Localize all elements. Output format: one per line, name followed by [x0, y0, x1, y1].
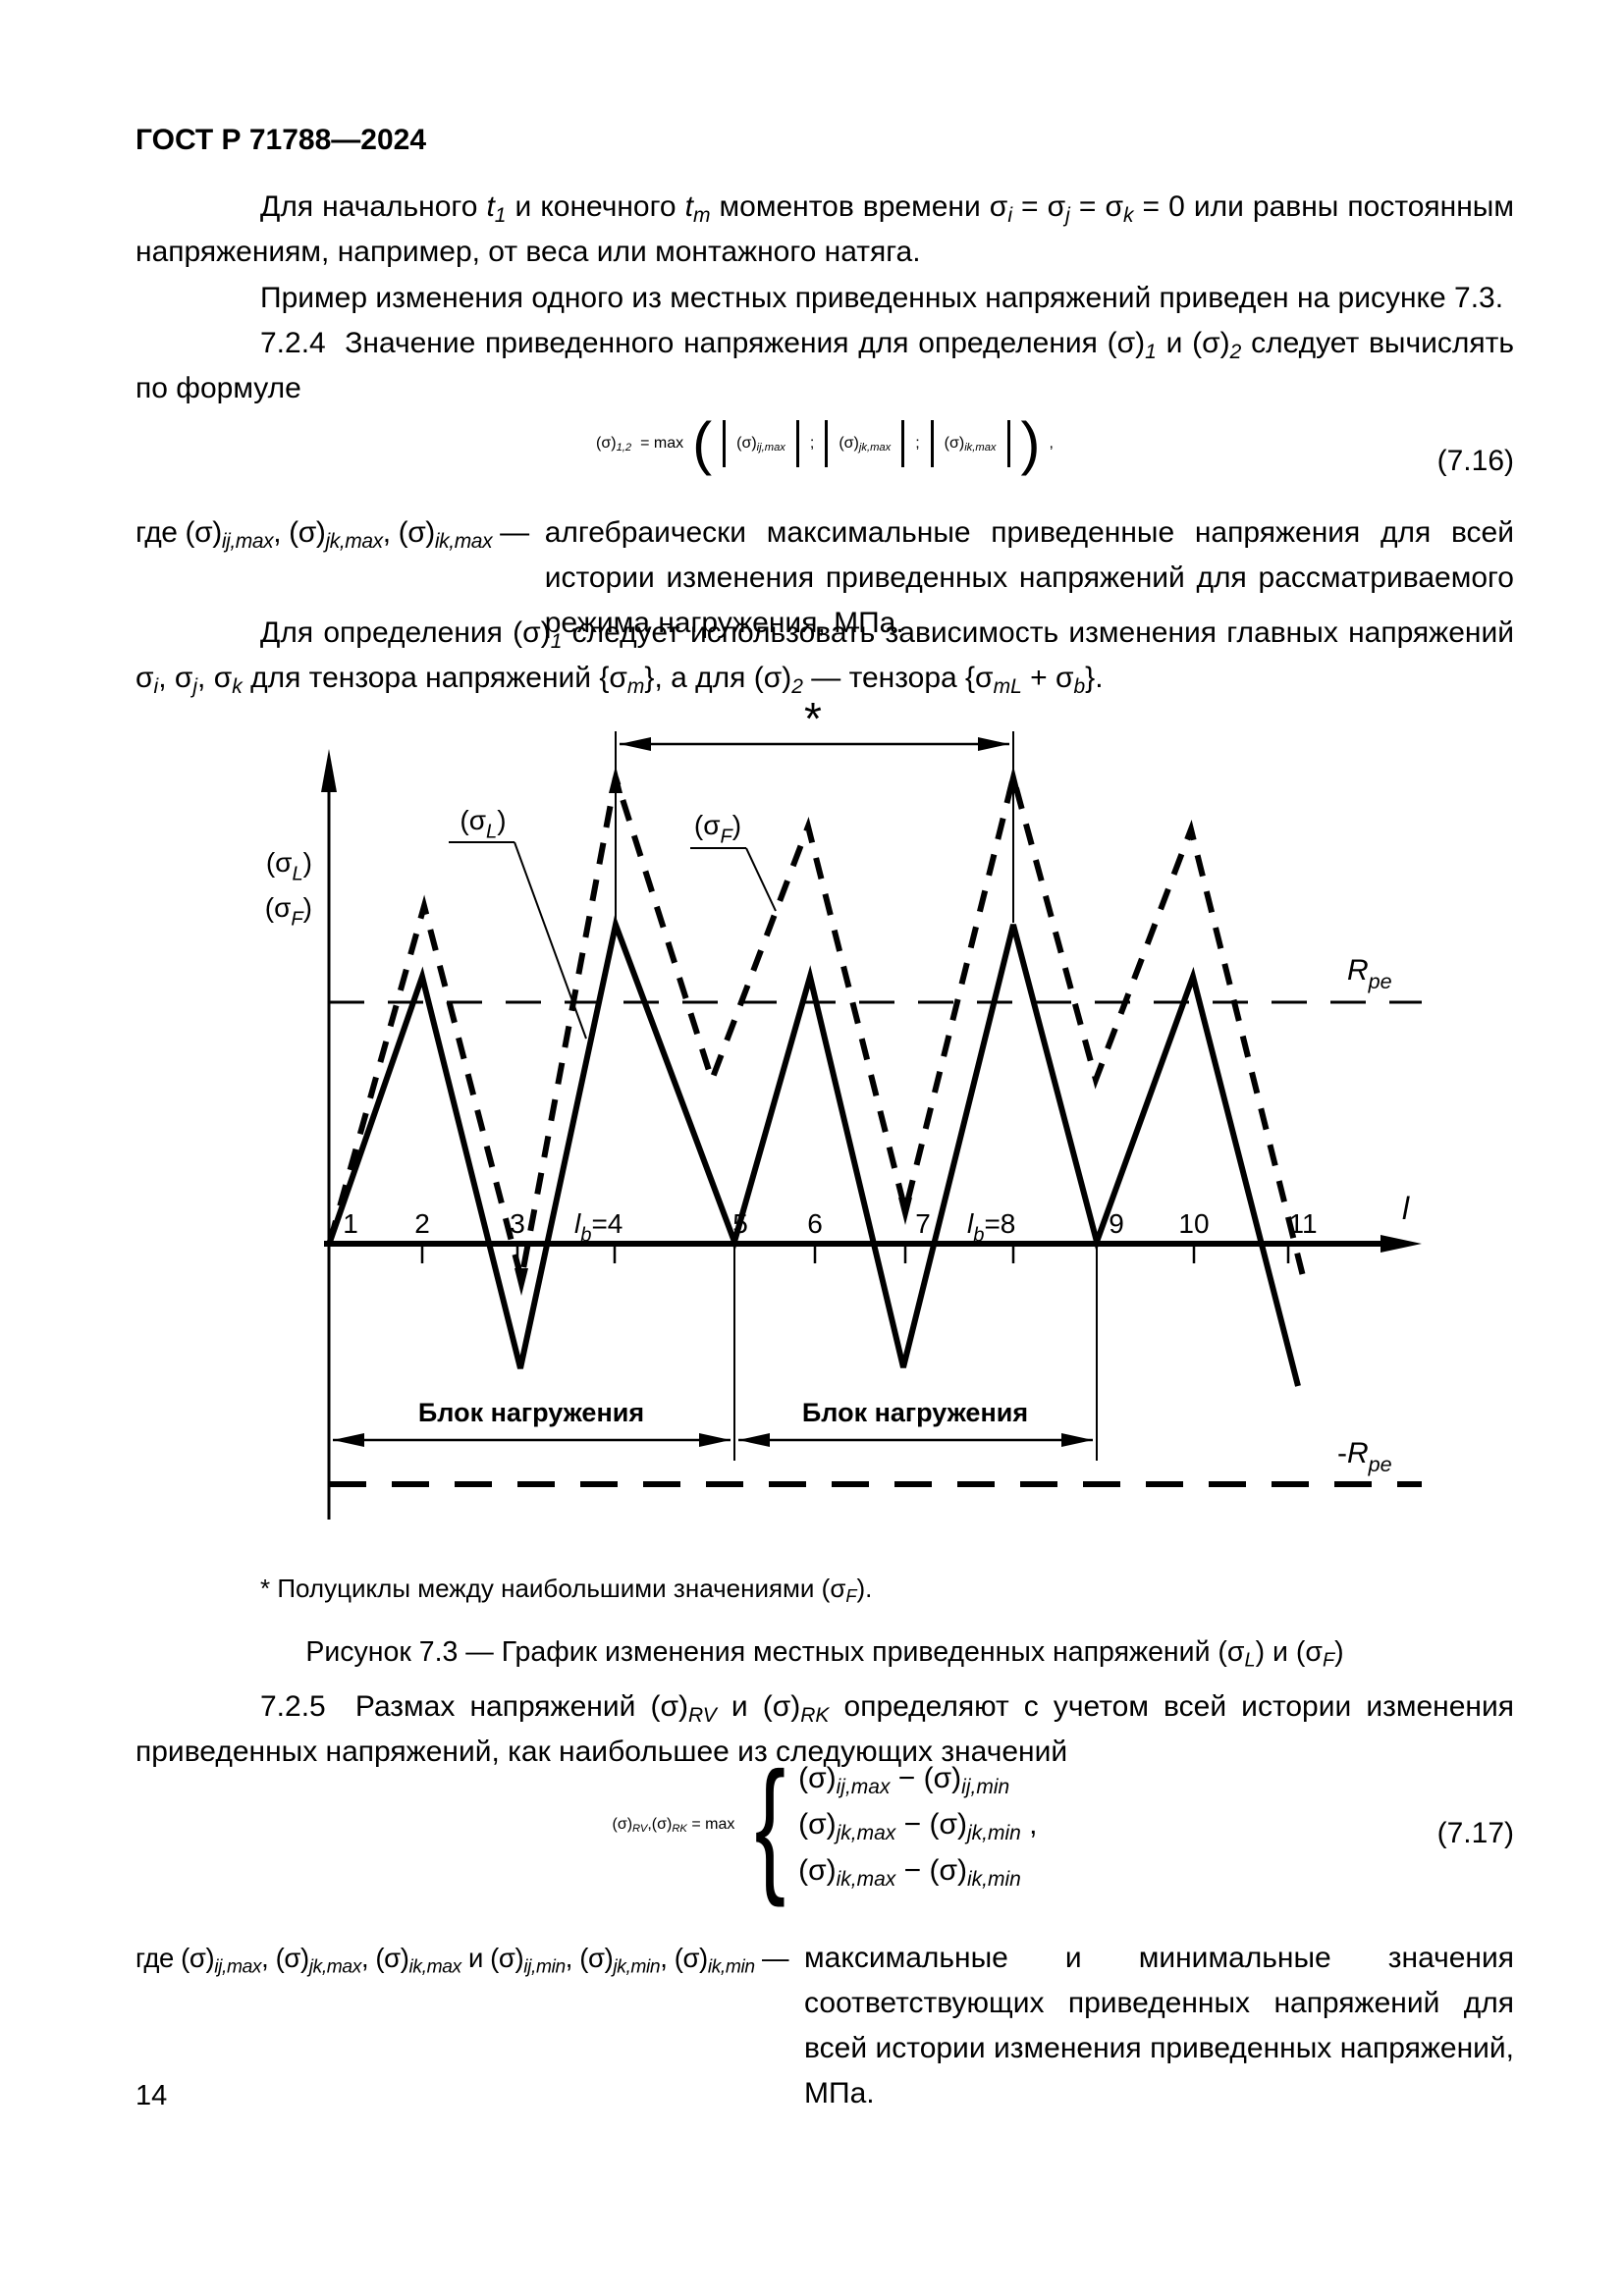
svg-text:(σF): (σF): [265, 892, 312, 930]
figure-caption: Рисунок 7.3 — График изменения местных п…: [305, 1636, 1344, 1672]
page-title: ГОСТ Р 71788—2024: [135, 124, 427, 156]
svg-text:-Rpe: -Rpe: [1337, 1437, 1392, 1476]
separator: ;: [915, 435, 920, 452]
figure-footnote: * Полуциклы между наибольшими значениями…: [260, 1574, 873, 1607]
svg-text:(σL): (σL): [460, 805, 506, 842]
svg-text:lb=8: lb=8: [967, 1208, 1015, 1246]
abs-bar: [930, 420, 934, 467]
formula-7-16-lhs: (σ)1,2: [596, 435, 632, 454]
svg-text:9: 9: [1109, 1208, 1124, 1239]
formula-7-17-lhs: (σ)RV,(σ)RK = max: [612, 1815, 735, 1835]
abs-bar: [795, 420, 799, 467]
abs-bar: [1006, 420, 1010, 467]
formula-7-17-row-3: (σ)ik,max − (σ)ik,min: [798, 1854, 1021, 1891]
formula-7-17-cases: (σ)ij,max − (σ)ij,min (σ)jk,max − (σ)jk,…: [798, 1755, 1037, 1894]
where-clause-2-terms: где (σ)ij,max, (σ)jk,max, (σ)ik,max и (σ…: [135, 1943, 789, 1978]
formula-7-16-term-3: (σ)ik,max: [944, 435, 997, 454]
svg-text:lb=4: lb=4: [574, 1208, 623, 1246]
where-clause-1: где (σ)ij,max, (σ)jk,max, (σ)ik,max — ал…: [135, 510, 1514, 646]
formula-7-17-expression: (σ)RV,(σ)RK = max { (σ)ij,max − (σ)ij,mi…: [612, 1740, 1038, 1908]
svg-text:(σL): (σL): [266, 847, 312, 884]
abs-bar: [723, 420, 727, 467]
abs-bar: [901, 420, 905, 467]
formula-7-16-tail: ,: [1049, 435, 1054, 452]
svg-text:Блок нагружения: Блок нагружения: [802, 1398, 1028, 1427]
paragraph-7-2-5: 7.2.5 Размах напряжений (σ)RV и (σ)RK оп…: [135, 1690, 1514, 1768]
where-clause-1-terms: где (σ)ij,max, (σ)jk,max, (σ)ik,max —: [135, 516, 529, 553]
svg-text:6: 6: [807, 1208, 823, 1239]
svg-text:l: l: [1402, 1191, 1410, 1226]
formula-7-16-term-1: (σ)ij,max: [736, 435, 785, 454]
svg-text:Блок нагружения: Блок нагружения: [418, 1398, 644, 1427]
formula-7-17: (σ)RV,(σ)RK = max { (σ)ij,max − (σ)ij,mi…: [135, 1740, 1514, 1912]
page-number: 14: [135, 2080, 168, 2111]
formula-7-17-row-2: (σ)jk,max − (σ)jk,min ,: [798, 1808, 1038, 1844]
svg-text:3: 3: [510, 1208, 525, 1239]
svg-text:*: *: [804, 693, 822, 744]
svg-text:1: 1: [343, 1208, 358, 1239]
where-clause-2-definition: максимальные и минимальные значения соот…: [804, 1942, 1514, 2109]
separator: ;: [809, 435, 815, 452]
svg-text:7: 7: [915, 1208, 931, 1239]
formula-7-16: (σ)1,2 = max ( (σ)ij,max ; (σ)jk,max ; (…: [135, 410, 1514, 503]
paragraph-initial-final-moments: Для начального t1 и конечного tm моменто…: [135, 190, 1514, 268]
svg-text:10: 10: [1178, 1208, 1209, 1239]
formula-7-16-term-2: (σ)jk,max: [839, 435, 892, 454]
formula-7-17-number: (7.17): [1436, 1817, 1514, 1849]
formula-7-16-expression: (σ)1,2 = max ( (σ)ij,max ; (σ)jk,max ; (…: [596, 410, 1054, 476]
paragraph-example-figure: Пример изменения одного из местных приве…: [260, 282, 1504, 314]
svg-text:2: 2: [414, 1208, 430, 1239]
formula-7-17-row-1: (σ)ij,max − (σ)ij,min: [798, 1762, 1010, 1798]
where-clause-2: где (σ)ij,max, (σ)jk,max, (σ)ik,max и (σ…: [135, 1936, 1514, 2116]
paragraph-tensor-note: Для определения (σ)1 следует использоват…: [135, 616, 1514, 698]
abs-bar: [825, 420, 829, 467]
svg-text:Rpe: Rpe: [1347, 954, 1392, 993]
formula-7-16-eq: = max: [640, 435, 684, 452]
svg-text:(σF): (σF): [694, 810, 741, 847]
where-clause-1-definition: алгебраически максимальные приведенные н…: [544, 516, 1514, 639]
formula-7-16-number: (7.16): [1436, 445, 1514, 477]
paragraph-7-2-4: 7.2.4 Значение приведенного напряжения д…: [135, 327, 1514, 404]
